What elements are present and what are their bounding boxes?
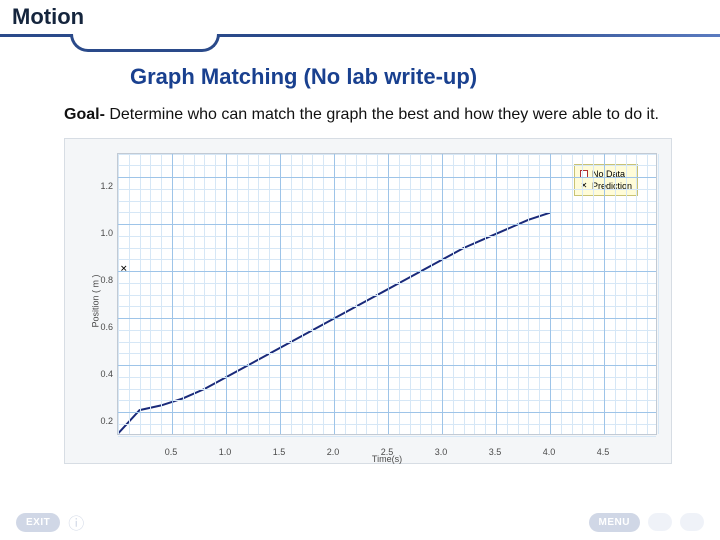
content: Graph Matching (No lab write-up) Goal- D… (40, 58, 690, 464)
goal-text: Goal- Determine who can match the graph … (64, 104, 680, 126)
xtick: 4.0 (543, 447, 556, 457)
goal-label: Goal- (64, 106, 105, 123)
footer-right: MENU (589, 513, 704, 532)
info-icon[interactable]: ⓘ (68, 510, 84, 534)
prev-button[interactable] (648, 513, 672, 531)
footer-left: EXIT ⓘ (16, 510, 84, 534)
ytick: 1.0 (95, 228, 113, 238)
xtick: 4.5 (597, 447, 610, 457)
goal-body: Determine who can match the graph the be… (105, 106, 659, 123)
header: Motion (0, 0, 720, 42)
xtick: 3.0 (435, 447, 448, 457)
footer: EXIT ⓘ MENU (0, 504, 720, 540)
xtick: 1.5 (273, 447, 286, 457)
exit-button[interactable]: EXIT (16, 513, 60, 532)
page-title: Motion (12, 4, 84, 30)
ytick: 0.4 (95, 369, 113, 379)
subtitle: Graph Matching (No lab write-up) (130, 64, 690, 90)
header-dip (70, 34, 220, 52)
menu-button[interactable]: MENU (589, 513, 640, 532)
xtick: 1.0 (219, 447, 232, 457)
chart-panel: ✕ No Data ✕ Prediction Position ( m ) Ti… (64, 138, 672, 464)
ytick: 0.8 (95, 275, 113, 285)
ytick: 0.6 (95, 322, 113, 332)
xtick: 0.5 (165, 447, 178, 457)
ytick: 0.2 (95, 416, 113, 426)
xtick: 3.5 (489, 447, 502, 457)
ytick: 1.2 (95, 181, 113, 191)
chart-legend: No Data ✕ Prediction (574, 164, 638, 196)
xtick: 2.0 (327, 447, 340, 457)
next-button[interactable] (680, 513, 704, 531)
chart-plot-area: ✕ No Data ✕ Prediction (117, 153, 657, 435)
xtick: 2.5 (381, 447, 394, 457)
